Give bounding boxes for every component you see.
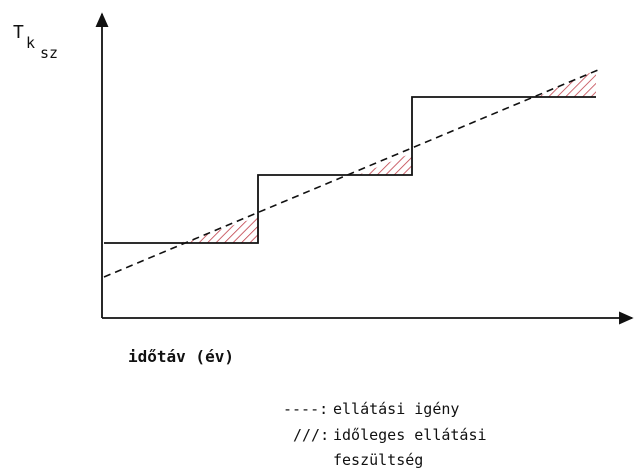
- tension-area-3: [537, 70, 596, 97]
- x-axis-label: időtáv (év): [128, 347, 234, 366]
- legend: ----: ellátási igény ///: időleges ellát…: [283, 400, 487, 469]
- capacity-step-line: [104, 96, 596, 244]
- legend-tension-marker: ///:: [293, 426, 329, 444]
- tension-area-1: [180, 217, 258, 243]
- y-axis-label: T k sz: [13, 22, 58, 62]
- legend-demand-label: ellátási igény: [333, 400, 459, 418]
- demand-dashed-line: [103, 69, 599, 278]
- tension-area-2: [358, 153, 412, 175]
- legend-tension-label-line2: feszültség: [333, 451, 423, 469]
- legend-demand-marker: ----:: [283, 400, 328, 418]
- legend-tension-label-line1: időleges ellátási: [333, 426, 487, 444]
